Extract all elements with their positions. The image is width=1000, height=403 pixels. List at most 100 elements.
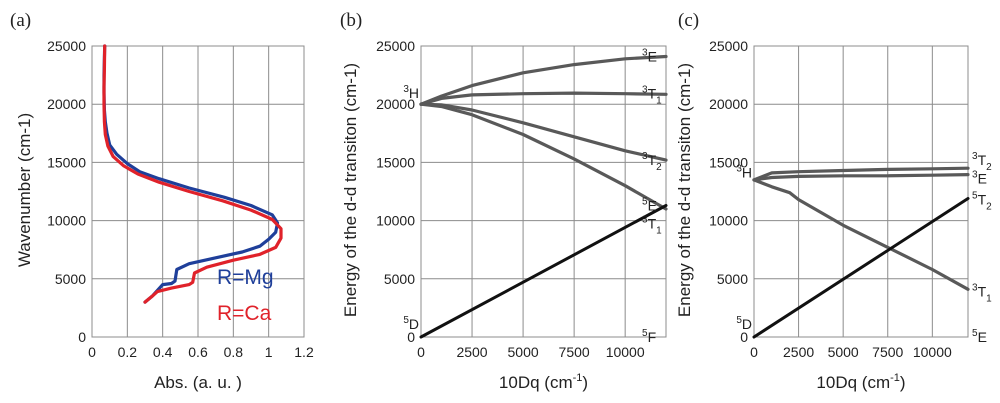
level-label-sup: 5 xyxy=(642,196,648,207)
level-label-term: T xyxy=(978,284,987,300)
level-label-sup: 3 xyxy=(642,151,648,162)
level-label: 3T2 xyxy=(972,151,992,173)
level-label: 3E xyxy=(972,170,987,187)
level-label: 5D xyxy=(736,315,752,332)
y-tick-label: 25000 xyxy=(376,38,415,54)
y-tick-label: 5000 xyxy=(717,271,748,287)
level-label-sub: 1 xyxy=(656,96,662,107)
level-label-sup: 3 xyxy=(972,283,978,294)
series-line xyxy=(419,102,668,211)
level-label-sup: 3 xyxy=(403,84,409,95)
y-tick-label: 25000 xyxy=(709,38,748,54)
level-label: 3T1 xyxy=(972,283,992,305)
legend-entry-ca: R=Ca xyxy=(217,302,272,325)
level-label-sup: 3 xyxy=(972,170,978,181)
y-tick-label: 25000 xyxy=(47,38,86,54)
x-tick-label: 10000 xyxy=(606,344,645,360)
x-tick-label: 10000 xyxy=(913,344,952,360)
y-axis-title: Energy of the d-d transiton (cm-1) xyxy=(675,63,694,317)
y-axis-title: Energy of the d-d transiton (cm-1) xyxy=(341,63,360,317)
y-tick-label: 10000 xyxy=(376,213,415,229)
x-tick-label: 2500 xyxy=(783,344,814,360)
level-label-term: D xyxy=(742,316,752,332)
level-label-sup: 5 xyxy=(642,328,648,339)
y-axis-title: Wavenumber (cm-1) xyxy=(15,113,34,267)
level-label: 3H xyxy=(403,84,419,101)
level-label-term: T xyxy=(978,152,987,168)
level-label-sup: 3 xyxy=(642,85,648,96)
level-label: 3E xyxy=(642,47,657,64)
y-tick-label: 20000 xyxy=(709,96,748,112)
level-label-sup: 3 xyxy=(972,151,978,162)
series-line xyxy=(419,54,668,106)
level-label: 5E xyxy=(972,328,987,345)
y-tick-label: 15000 xyxy=(376,154,415,170)
series-line xyxy=(752,173,970,182)
y-tick-label: 10000 xyxy=(709,213,748,229)
level-label: 5E xyxy=(642,196,657,213)
x-tick-label: 0 xyxy=(750,344,758,360)
level-label: 3H xyxy=(736,163,752,180)
x-tick-label: 7500 xyxy=(872,344,903,360)
series-line xyxy=(102,44,280,304)
panel-b: (b) 0 5000 10000 15000 20000 25000 0 2500 5000 750… xyxy=(340,10,668,392)
level-label-sup: 5 xyxy=(972,328,978,339)
level-label-term: T xyxy=(648,152,657,168)
level-label-term: T xyxy=(978,192,987,208)
x-tick-label: 2500 xyxy=(456,344,487,360)
y-tick-label: 5000 xyxy=(55,271,86,287)
y-tick-label: 15000 xyxy=(47,154,86,170)
level-label-term: E xyxy=(648,48,657,64)
series-line xyxy=(419,91,668,106)
series-line xyxy=(419,102,668,162)
level-label-sub: 2 xyxy=(986,162,992,173)
x-axis-title-main: 10Dq (cm xyxy=(499,373,573,392)
y-tick-label: 10000 xyxy=(47,213,86,229)
x-axis-title: Abs. (a. u. ) xyxy=(154,373,242,392)
x-axis-title-tail: ) xyxy=(900,373,906,392)
panel-label: (a) xyxy=(10,10,31,31)
level-label: 5T2 xyxy=(972,191,992,213)
x-tick-label: 7500 xyxy=(559,344,590,360)
y-tick-label: 5000 xyxy=(384,271,415,287)
legend-entry-mg: R=Mg xyxy=(217,266,274,289)
series-line xyxy=(752,178,970,291)
level-label-term: H xyxy=(742,164,752,180)
x-axis-title-sup: -1 xyxy=(573,372,583,384)
x-axis-title: 10Dq (cm-1) xyxy=(816,372,905,392)
x-tick-label: 0.4 xyxy=(153,344,173,360)
series-line xyxy=(752,197,970,339)
x-tick-label: 1 xyxy=(265,344,273,360)
level-label-sub: 1 xyxy=(656,225,662,236)
level-label: 3T2 xyxy=(642,151,662,173)
y-tick-label: 20000 xyxy=(376,96,415,112)
series-line xyxy=(419,204,668,339)
y-tick-label: 0 xyxy=(78,329,86,345)
plot-frame xyxy=(420,45,667,338)
level-label-term: T xyxy=(648,86,657,102)
series-line xyxy=(102,44,283,304)
level-label: 5D xyxy=(403,315,419,332)
level-label-term: E xyxy=(978,171,987,187)
panel-a: (a) 0 5000 10000 15000 20000 25000 0 0.2 0.4 0.6 0.… xyxy=(10,10,314,392)
x-tick-label: 5000 xyxy=(508,344,539,360)
x-tick-label: 0.2 xyxy=(118,344,138,360)
x-tick-label: 0 xyxy=(88,344,96,360)
level-label: 5F xyxy=(642,328,656,345)
x-tick-label: 0.6 xyxy=(188,344,208,360)
x-axis-title-tail: ) xyxy=(582,373,588,392)
x-axis-title-sup: -1 xyxy=(890,372,900,384)
level-label: 3T1 xyxy=(642,214,662,236)
x-tick-label: 1.2 xyxy=(294,344,314,360)
level-label-sup: 5 xyxy=(972,191,978,202)
level-label-sup: 5 xyxy=(736,315,742,326)
y-tick-label: 20000 xyxy=(47,96,86,112)
plot-frame xyxy=(753,45,969,338)
x-tick-label: 0 xyxy=(417,344,425,360)
level-label-term: E xyxy=(978,329,987,345)
panel-label: (c) xyxy=(678,10,699,31)
level-label-term: T xyxy=(648,215,657,231)
level-label-sub: 2 xyxy=(986,202,992,213)
x-axis-title-main: Abs. (a. u. ) xyxy=(154,373,242,392)
